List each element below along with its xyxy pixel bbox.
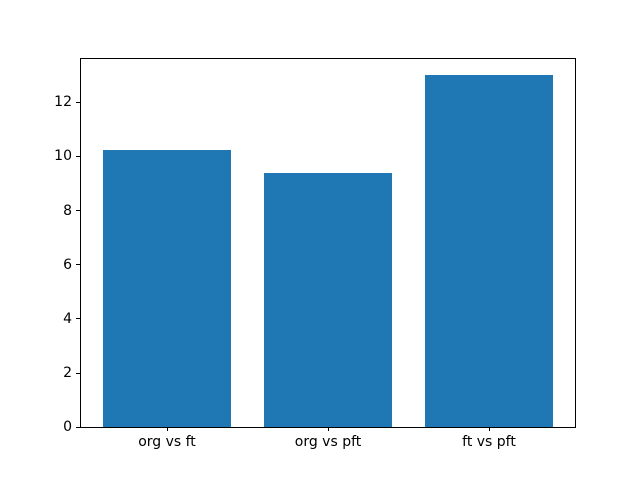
x-tick-mark (488, 427, 490, 432)
y-tick-mark (76, 426, 80, 428)
x-tick-mark (166, 427, 168, 432)
bar-org-vs-pft (263, 173, 393, 428)
y-tick-mark (76, 155, 80, 157)
y-tick-mark (76, 318, 80, 320)
y-tick-mark (76, 101, 80, 103)
bar-org-vs-ft (102, 149, 232, 428)
y-tick-label: 6 (63, 256, 72, 273)
y-tick-label: 2 (63, 365, 72, 381)
y-tick-mark (76, 210, 80, 212)
x-tick-label: ft vs pft (462, 434, 516, 451)
bar-ft-vs-pft (424, 75, 554, 428)
x-tick-label: org vs ft (138, 434, 196, 451)
y-tick-label: 4 (63, 310, 72, 327)
y-tick-mark (76, 264, 80, 266)
y-tick-label: 8 (63, 202, 72, 219)
y-tick-mark (76, 372, 80, 374)
y-tick-label: 12 (54, 94, 72, 111)
x-tick-mark (327, 427, 329, 432)
y-tick-label: 10 (54, 148, 72, 165)
x-tick-label: org vs pft (294, 434, 362, 451)
y-tick-label: 0 (63, 419, 72, 436)
